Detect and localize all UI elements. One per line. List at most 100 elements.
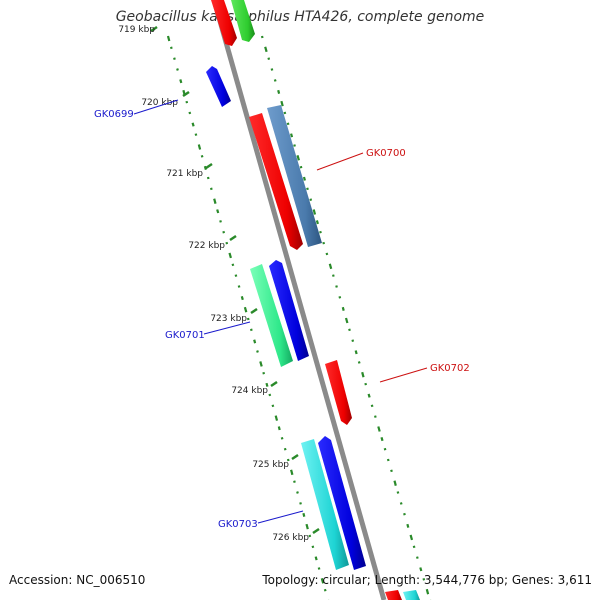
gc-dot — [314, 556, 318, 561]
gc-dot — [277, 426, 281, 431]
gc-dot — [194, 133, 198, 136]
gc-dot — [176, 68, 179, 71]
gc-dot — [166, 35, 171, 42]
gc-dot — [262, 371, 265, 375]
gc-dot — [283, 111, 287, 115]
gc-dot — [354, 350, 358, 355]
gc-dot — [222, 230, 225, 234]
gene-feature-clipped-green[interactable] — [231, 0, 255, 42]
gc-dot — [243, 306, 248, 313]
genome-title: Geobacillus kaustophilus HTA426, complet… — [115, 9, 485, 25]
gc-dot — [264, 46, 268, 53]
cds-features — [206, 0, 420, 600]
accession-text: Accession: NC_006510 — [9, 573, 146, 587]
gene-feature-blue-723[interactable] — [269, 260, 309, 361]
gc-dot — [185, 100, 189, 104]
gc-dot — [267, 57, 271, 60]
gc-dot — [320, 578, 325, 584]
gc-dot — [322, 241, 325, 245]
gc-dot — [179, 79, 183, 84]
gene-labels: GK0699 GK0700 GK0701 GK0702 GK0703 — [94, 109, 470, 530]
gc-dot — [296, 155, 300, 161]
gc-dot — [299, 165, 303, 169]
gene-feature-red-720[interactable] — [249, 113, 303, 250]
gene-feature-gk0703[interactable] — [301, 439, 349, 570]
gc-dot — [377, 426, 381, 432]
gc-dot — [422, 577, 426, 581]
gene-feature-blue-725[interactable] — [318, 436, 366, 570]
gc-dot — [416, 556, 419, 559]
gc-dot — [348, 328, 351, 332]
gc-dot — [305, 523, 309, 530]
gc-dot — [312, 209, 317, 215]
gc-dot — [399, 502, 403, 505]
gc-dot — [319, 230, 322, 234]
gc-dot — [228, 252, 232, 259]
tick-label: 726 kbp — [272, 533, 309, 543]
gc-dot — [274, 415, 279, 421]
gc-dot — [225, 241, 229, 245]
gene-feature-clipped-bottom-cyan[interactable] — [403, 590, 420, 600]
gc-content-dots — [166, 35, 432, 600]
gene-feature-gk0700[interactable] — [267, 105, 322, 247]
gc-dot — [219, 220, 222, 223]
gc-dot — [256, 350, 259, 353]
gc-dot — [390, 469, 393, 473]
gc-dot — [308, 534, 312, 538]
gc-dot — [210, 187, 213, 191]
gc-dot — [374, 415, 377, 418]
gc-dot — [283, 447, 287, 451]
gc-dot — [344, 317, 349, 324]
gc-dot — [367, 393, 371, 398]
gc-dot — [206, 176, 210, 180]
genome-summary-text: Topology: circular; Length: 3,544,776 bp… — [262, 573, 592, 587]
gene-label-gk0702[interactable]: GK0702 — [430, 363, 470, 374]
gc-dot — [296, 491, 299, 494]
gc-dot — [237, 285, 241, 288]
gc-dot — [173, 57, 176, 60]
gc-dot — [328, 263, 333, 270]
gc-dot — [406, 523, 410, 528]
gc-dot — [409, 534, 414, 541]
tick-label: 719 kbp — [118, 25, 155, 35]
gc-dot — [386, 458, 390, 462]
gc-dot — [338, 295, 342, 299]
gc-dot — [290, 469, 294, 476]
gc-dot — [240, 295, 244, 301]
gc-dot — [393, 480, 397, 486]
gene-label-gk0701[interactable]: GK0701 — [165, 330, 205, 341]
gc-dot — [302, 512, 306, 517]
gene-label-gk0700[interactable]: GK0700 — [366, 148, 406, 159]
gc-dot — [317, 567, 321, 570]
gc-dot — [213, 198, 217, 204]
tick-label: 724 kbp — [231, 386, 268, 396]
gc-dot — [293, 144, 296, 147]
tick-label: 720 kbp — [141, 98, 178, 108]
gc-dot — [234, 274, 238, 277]
gc-dot — [216, 209, 220, 214]
gene-feature-gk0702[interactable] — [325, 360, 352, 425]
gc-dot — [191, 122, 195, 127]
gc-dot — [370, 404, 374, 408]
gc-dot — [273, 79, 277, 82]
gc-dot — [380, 436, 384, 442]
gene-feature-gk0701[interactable] — [250, 264, 293, 367]
gc-dot — [170, 46, 173, 50]
gc-dot — [351, 339, 355, 342]
gene-feature-clipped-red[interactable] — [211, 0, 237, 46]
tick-label: 722 kbp — [188, 241, 225, 251]
gc-dot — [364, 382, 367, 386]
gene-feature-clipped-bottom-red[interactable] — [385, 590, 402, 600]
gc-dot — [332, 274, 335, 277]
gene-feature-gk0699[interactable] — [206, 66, 231, 107]
gc-dot — [309, 198, 313, 201]
gc-dot — [253, 339, 257, 344]
gc-dot — [286, 458, 290, 462]
gc-dot — [231, 263, 235, 267]
gene-label-gk0699[interactable]: GK0699 — [94, 109, 134, 120]
gc-dot — [425, 588, 430, 595]
gc-dot — [325, 252, 329, 256]
genome-backbone — [211, 0, 387, 600]
gc-dot — [306, 187, 309, 191]
gene-label-gk0703[interactable]: GK0703 — [218, 519, 258, 530]
